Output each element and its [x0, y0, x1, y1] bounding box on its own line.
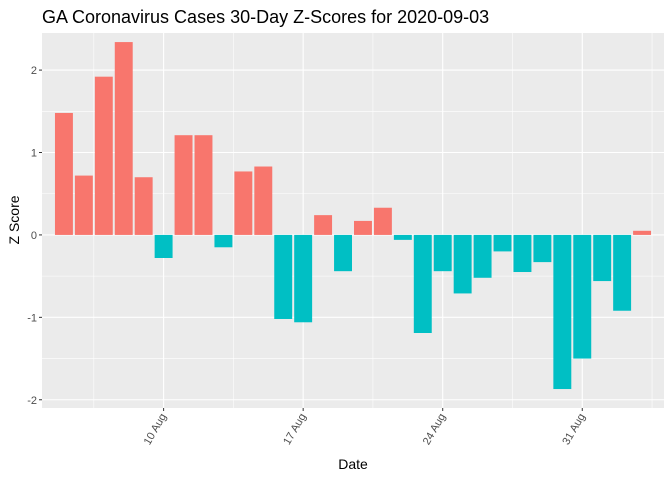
chart-title: GA Coronavirus Cases 30-Day Z-Scores for… [42, 7, 489, 27]
bar [613, 234, 632, 311]
bar [633, 230, 652, 235]
bar [54, 112, 73, 235]
bar [573, 234, 592, 359]
bar [74, 175, 93, 235]
x-axis-title: Date [338, 456, 368, 472]
bar [433, 234, 452, 272]
bar [154, 234, 173, 258]
bar [453, 234, 472, 294]
bar [134, 177, 153, 235]
y-axis: -2 -1 0 1 2 [27, 65, 42, 407]
bar [94, 76, 113, 235]
y-tick-label: 2 [31, 65, 37, 77]
bar [194, 135, 213, 235]
bar [214, 234, 233, 248]
bar [553, 234, 572, 390]
bars [54, 42, 652, 390]
bar [274, 234, 293, 319]
x-tick-label: 24 Aug [421, 412, 449, 448]
bar [174, 135, 193, 235]
bar [593, 234, 612, 282]
y-tick-label: 0 [31, 230, 37, 242]
y-tick-label: 1 [31, 148, 37, 160]
bar [393, 234, 412, 240]
bar [533, 234, 552, 263]
x-tick-label: 31 Aug [560, 412, 588, 448]
bar [473, 234, 492, 278]
bar [314, 215, 333, 235]
bar [373, 207, 392, 235]
x-tick-label: 10 Aug [142, 412, 170, 448]
bar [254, 166, 273, 235]
x-tick-label: 17 Aug [281, 412, 309, 448]
x-axis: 10 Aug 17 Aug 24 Aug 31 Aug [142, 408, 588, 447]
bar [294, 234, 313, 323]
y-tick-label: -1 [27, 312, 37, 324]
bar [513, 234, 532, 273]
y-axis-title: Z Score [6, 195, 22, 244]
bar [413, 234, 432, 333]
bar [334, 234, 352, 272]
bar [354, 220, 372, 235]
bar [114, 42, 133, 235]
y-tick-label: -2 [27, 395, 37, 407]
bar [493, 234, 512, 252]
bar [234, 171, 253, 235]
